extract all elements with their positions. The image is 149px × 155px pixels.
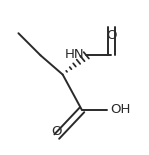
Text: OH: OH [110,104,130,116]
Text: O: O [52,125,62,138]
Text: O: O [106,29,117,42]
Text: HN: HN [65,48,85,61]
